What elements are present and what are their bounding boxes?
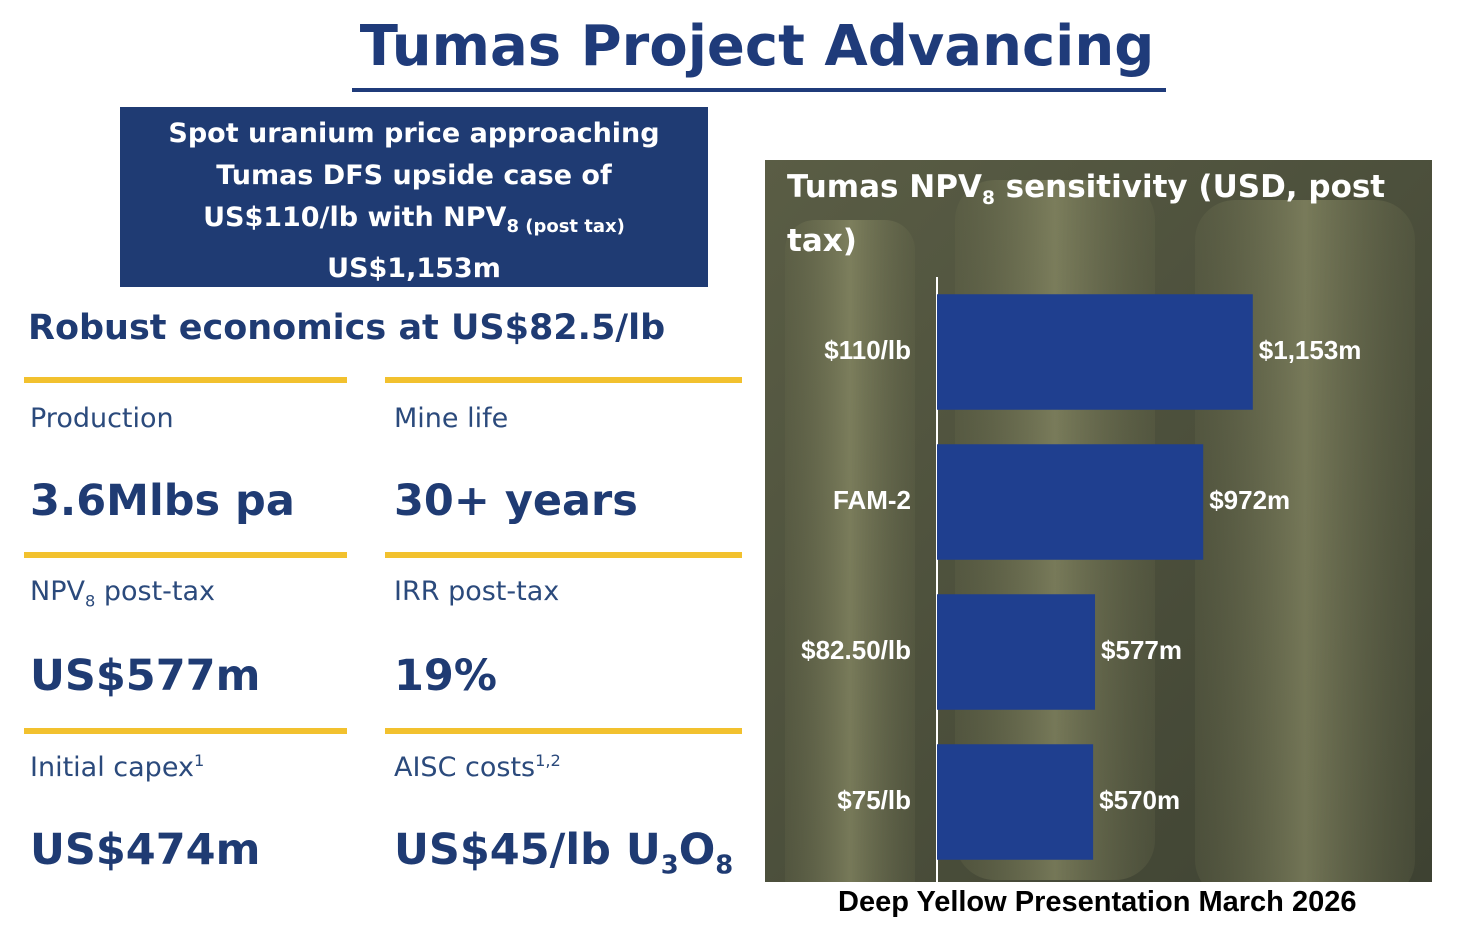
bar — [937, 594, 1096, 710]
chart: $110/lb $1,153m FAM-2 $972m $82.50/lb $577m $7… — [765, 160, 1432, 882]
label-text: AISC costs — [394, 752, 536, 783]
divider — [24, 552, 347, 558]
barrel-shape — [785, 220, 915, 882]
metric-value: US$474m — [30, 825, 261, 875]
label-text: Initial capex — [30, 752, 194, 783]
value-label: $570m — [1099, 785, 1180, 815]
value-label: $972m — [1209, 485, 1290, 515]
title: Tumas Project Advancing — [359, 14, 1155, 79]
metric-label: IRR post-tax — [394, 576, 560, 607]
value-label: $577m — [1101, 635, 1182, 665]
chart-title-text: sensitivity (USD, post tax) — [787, 169, 1386, 260]
metric-label: Mine life — [394, 403, 509, 434]
title-underline — [352, 88, 1166, 92]
callout-line: US$110/lb with NPV8 (post tax) — [120, 197, 708, 248]
metric-label: NPV8 post-tax — [30, 576, 215, 610]
divider — [385, 552, 742, 558]
category-label: $82.50/lb — [801, 635, 911, 665]
label-text: NPV — [30, 576, 85, 607]
callout-line: Spot uranium price approaching — [168, 118, 660, 149]
chart-title: Tumas NPV8 sensitivity (USD, post tax) — [787, 166, 1417, 262]
metric-value: US$45/lb U3O8 — [394, 825, 733, 881]
label-text: post-tax — [95, 576, 216, 607]
metric-value: US$577m — [30, 651, 261, 701]
divider — [24, 377, 347, 383]
metric-label: Production — [30, 403, 174, 434]
plot: $110/lb $1,153m FAM-2 $972m $82.50/lb $577m $7… — [801, 277, 1361, 882]
callout-text: US$110/lb with NPV — [203, 202, 507, 233]
value-sub: 3 — [660, 850, 679, 881]
value-text: O — [678, 825, 716, 875]
chart-title-text: Tumas NPV — [787, 169, 982, 205]
divider — [385, 728, 742, 734]
category-label: FAM-2 — [833, 485, 911, 515]
metric-value: 30+ years — [394, 476, 638, 526]
callout-line: US$1,153m — [327, 253, 501, 284]
label-sup: 1 — [193, 751, 205, 770]
source-note: Deep Yellow Presentation March 2026 — [838, 886, 1357, 918]
callout-line: Tumas DFS upside case of — [216, 160, 612, 191]
value-sub: 8 — [715, 850, 734, 881]
chart-title-sub: 8 — [981, 188, 995, 210]
metric-label: AISC costs1,2 — [394, 751, 561, 783]
metric-value: 19% — [394, 651, 497, 701]
metric-value: 3.6Mlbs pa — [30, 476, 295, 526]
value-text: US$45/lb U — [394, 825, 661, 875]
metric-label: Initial capex1 — [30, 751, 204, 783]
divider — [24, 728, 347, 734]
callout: Spot uranium price approaching Tumas DFS… — [120, 107, 708, 287]
heading: Robust economics at US$82.5/lb — [28, 308, 666, 348]
label-sub: 8 — [84, 591, 96, 611]
category-label: $75/lb — [837, 785, 911, 815]
label-sup: 1,2 — [535, 751, 561, 770]
bar — [937, 294, 1253, 410]
value-label: $1,153m — [1259, 335, 1362, 365]
bar — [937, 744, 1094, 860]
callout-sub: 8 (post tax) — [506, 216, 625, 237]
divider — [385, 377, 742, 383]
category-label: $110/lb — [824, 335, 911, 365]
bar — [937, 444, 1204, 560]
